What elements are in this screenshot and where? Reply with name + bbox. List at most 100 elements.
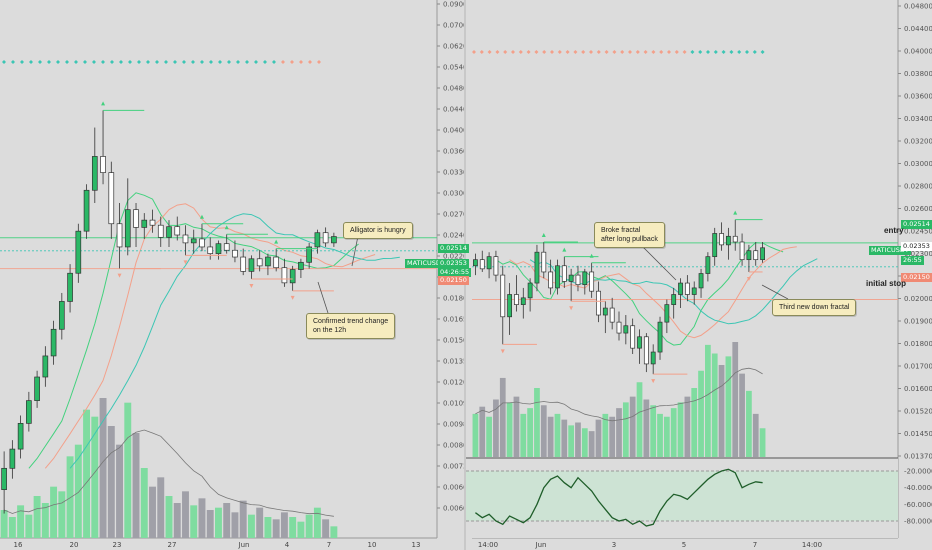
left-candle-body	[108, 172, 115, 225]
right-volume-bar	[479, 406, 486, 457]
right-volume-bar	[547, 416, 554, 457]
left-up-fractal-marker	[101, 101, 106, 106]
left-state-dot	[245, 60, 249, 64]
left-state-dot	[83, 60, 87, 64]
left-volume-bar	[124, 402, 132, 538]
left-candle-body	[207, 246, 214, 254]
right-candle-body	[548, 271, 554, 289]
left-state-dot	[317, 60, 321, 64]
annotation-trend-change: Confirmed trend change on the 12h	[306, 313, 396, 339]
right-volume-ma-line	[475, 367, 763, 422]
right-state-dot	[682, 50, 687, 54]
left-volume-bar	[297, 521, 305, 538]
left-badge-top: 0.02514	[438, 244, 469, 253]
right-volume-bar	[739, 373, 745, 457]
left-candle-body	[133, 209, 139, 228]
right-state-dot	[550, 50, 554, 54]
right-candle-body	[712, 233, 718, 258]
right-down-fractal-marker	[569, 306, 574, 311]
left-state-dot	[290, 60, 294, 64]
left-y-tick-label: 0.03000	[443, 190, 466, 198]
left-y-tick-label: 0.02200	[443, 253, 466, 261]
right-candle-body	[664, 304, 670, 323]
left-volume-bar	[91, 416, 99, 538]
right-x-tick-label: 5	[682, 541, 686, 549]
right-y-tick-label: 0.01600	[904, 385, 932, 393]
right-y-tick-label: 0.01370	[904, 453, 932, 461]
right-up-fractal-marker	[589, 253, 594, 258]
left-state-dot	[29, 60, 33, 64]
left-candle-body	[223, 243, 230, 251]
right-volume-bar	[486, 416, 492, 457]
right-down-fractal-marker	[746, 276, 751, 281]
left-volume-bar	[25, 514, 33, 538]
left-candle-body	[50, 328, 57, 357]
right-volume-bar	[759, 428, 766, 457]
right-state-dot	[557, 50, 562, 54]
right-candle-body	[678, 282, 683, 295]
right-volume-bar	[575, 422, 581, 457]
right-candle-body	[732, 235, 738, 243]
left-volume-bar	[140, 468, 148, 538]
right-volume-bar	[677, 402, 684, 457]
right-candle-body	[650, 351, 656, 365]
right-volume-bar	[554, 413, 561, 457]
left-y-tick-label: 0.01650	[443, 316, 466, 324]
right-volume-bar	[650, 405, 657, 457]
right-volume-bar	[602, 413, 609, 457]
right-volume-bar	[527, 408, 533, 457]
left-candle-body	[248, 258, 255, 272]
left-candle-body	[166, 226, 172, 238]
right-state-dot	[542, 50, 547, 54]
right-up-fractal-marker	[562, 247, 567, 252]
left-chart[interactable]: 0.09000 0.07000 0.06200 0.05400 0.04800 0.044…	[0, 0, 466, 550]
left-x-tick-label: 13	[412, 541, 421, 549]
left-volume-bar	[190, 505, 198, 538]
left-y-tick-label: 0.04400	[443, 106, 466, 114]
left-candle-body	[265, 256, 271, 267]
right-volume-bar	[568, 425, 575, 457]
left-candle-body	[240, 256, 247, 272]
right-state-dot	[752, 50, 757, 54]
left-y-tick-label: 0.04800	[443, 85, 466, 93]
label-initial-stop: initial stop	[866, 279, 906, 288]
left-volume-bar	[215, 507, 222, 538]
right-volume-bar	[643, 399, 650, 457]
right-volume-bar	[513, 396, 520, 457]
left-volume-bar	[33, 496, 41, 538]
left-candle-body	[1, 467, 7, 490]
right-state-dot	[713, 50, 718, 54]
left-candle-body	[100, 156, 106, 173]
right-volume-bar	[663, 416, 670, 457]
left-badge-timer: 04:26:55	[438, 268, 472, 277]
left-volume-bar	[50, 486, 58, 538]
left-up-fractal-marker	[199, 214, 204, 219]
left-volume-bar	[149, 486, 156, 538]
annotation-third-pointer	[761, 284, 789, 300]
left-state-dot	[20, 60, 24, 64]
left-volume-bar	[58, 491, 66, 538]
left-state-dot	[218, 60, 222, 64]
left-y-tick-label: 0.02700	[443, 211, 466, 219]
left-candle-body	[281, 267, 288, 284]
left-candle-body	[306, 246, 312, 263]
left-state-dot	[146, 60, 150, 64]
right-candle-body	[596, 290, 601, 316]
left-volume-ma-line	[3, 429, 334, 517]
right-y-tick-label: 0.01520	[904, 408, 932, 416]
left-volume-bar	[182, 491, 189, 538]
left-down-fractal-marker	[117, 273, 122, 278]
left-y-tick-label: 0.05400	[443, 64, 466, 72]
left-volume-bar	[239, 500, 247, 538]
right-state-dot	[581, 50, 586, 54]
left-state-dot	[56, 60, 60, 64]
left-candle-body	[182, 234, 189, 244]
left-y-tick-label: 0.01090	[443, 400, 466, 408]
right-candle-body	[507, 294, 513, 318]
left-volume-bar	[280, 512, 288, 538]
left-candle-body	[116, 223, 123, 248]
